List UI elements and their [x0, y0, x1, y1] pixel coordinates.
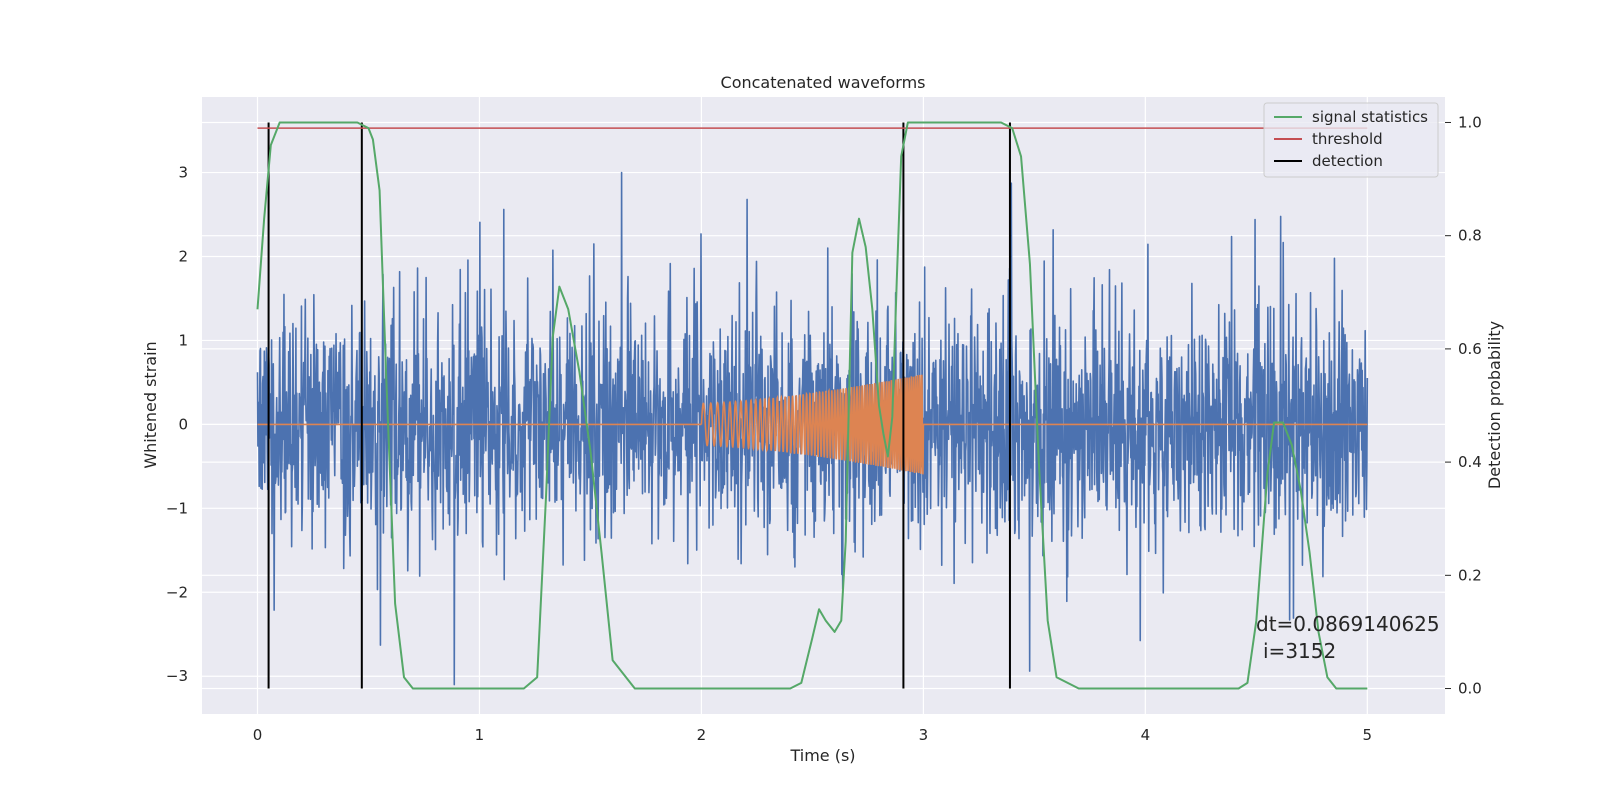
legend-label-1: threshold: [1312, 130, 1383, 148]
y2-tick-label-5: 1.0: [1458, 113, 1482, 131]
legend-label-2: detection: [1312, 152, 1383, 170]
y2-tick-label-4: 0.8: [1458, 227, 1482, 245]
annotations: dt=0.0869140625 i=3152: [1256, 612, 1440, 663]
series-chirp: [257, 374, 1368, 475]
y-tick-label-1: −2: [166, 583, 188, 601]
legend-label-0: signal statistics: [1312, 108, 1428, 126]
y-tick-label-6: 3: [178, 164, 188, 182]
y-tick-label-4: 1: [178, 331, 188, 349]
x-tick-label-2: 2: [697, 726, 707, 744]
y-tick-label-5: 2: [178, 247, 188, 265]
annotation-dt: dt=0.0869140625: [1256, 612, 1440, 636]
signal-statistics-line: [256, 121, 1368, 690]
x-axis-label: Time (s): [789, 746, 855, 765]
x-tick-label-5: 5: [1363, 726, 1373, 744]
y-axis-ticks: −3 −2 −1 0 1 2 3: [166, 164, 188, 686]
x-axis-ticks: 0 1 2 3 4 5: [253, 726, 1372, 744]
series-detection: [267, 122, 1011, 689]
y2-axis-label: Detection probability: [1485, 321, 1504, 489]
y-tick-label-3: 0: [178, 415, 188, 433]
annotation-i: i=3152: [1263, 639, 1336, 663]
y2-tick-label-3: 0.6: [1458, 340, 1482, 358]
y-tick-label-0: −3: [166, 667, 188, 685]
y2-tick-label-1: 0.2: [1458, 566, 1482, 584]
legend-box: [1263, 102, 1439, 178]
legend: signal statistics threshold detection: [1263, 102, 1439, 178]
chart-title: Concatenated waveforms: [721, 73, 926, 92]
y2-tick-label-2: 0.4: [1458, 453, 1482, 471]
chirp-trace: [257, 374, 1368, 475]
y2-axis-ticks: 0.0 0.2 0.4 0.6 0.8 1.0: [1445, 113, 1482, 698]
series-signal: [256, 121, 1368, 690]
y2-tick-label-0: 0.0: [1458, 680, 1482, 698]
x-tick-label-4: 4: [1141, 726, 1151, 744]
x-tick-label-0: 0: [253, 726, 263, 744]
x-tick-label-3: 3: [919, 726, 929, 744]
y-tick-label-2: −1: [166, 499, 188, 517]
y-axis-label: Whitened strain: [141, 341, 160, 468]
x-tick-label-1: 1: [475, 726, 485, 744]
